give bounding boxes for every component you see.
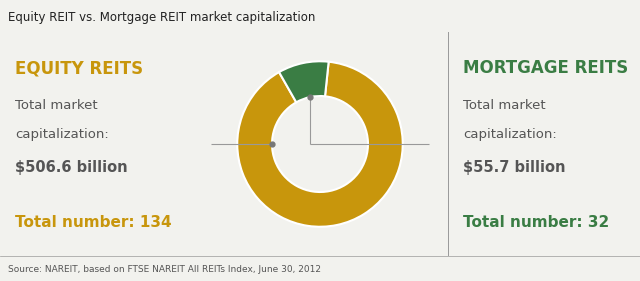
Text: $55.7 billion: $55.7 billion xyxy=(463,160,566,175)
Wedge shape xyxy=(279,61,329,102)
Text: $506.6 billion: $506.6 billion xyxy=(15,160,128,175)
Text: capitalization:: capitalization: xyxy=(463,128,557,141)
Text: capitalization:: capitalization: xyxy=(15,128,109,141)
Text: Total number: 134: Total number: 134 xyxy=(15,216,172,230)
Text: MORTGAGE REITS: MORTGAGE REITS xyxy=(463,59,628,77)
Text: Total market: Total market xyxy=(463,99,546,112)
Wedge shape xyxy=(237,62,403,227)
Text: Total number: 32: Total number: 32 xyxy=(463,216,610,230)
Text: EQUITY REITS: EQUITY REITS xyxy=(15,59,143,77)
Text: Source: NAREIT, based on FTSE NAREIT All REITs Index, June 30, 2012: Source: NAREIT, based on FTSE NAREIT All… xyxy=(8,265,321,274)
Text: Equity REIT vs. Mortgage REIT market capitalization: Equity REIT vs. Mortgage REIT market cap… xyxy=(8,11,315,24)
Text: Total market: Total market xyxy=(15,99,98,112)
